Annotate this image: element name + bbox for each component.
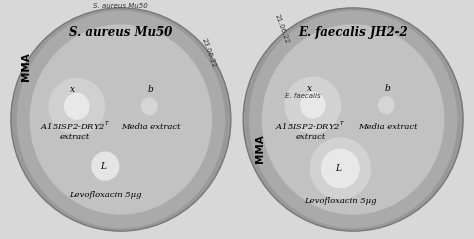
Ellipse shape xyxy=(300,91,326,119)
Text: MMA: MMA xyxy=(255,134,265,163)
Ellipse shape xyxy=(310,137,371,200)
Text: A15ISP2-DRY2$^T$
extract: A15ISP2-DRY2$^T$ extract xyxy=(275,120,346,141)
Ellipse shape xyxy=(284,76,341,134)
Text: S. aureus Mu50: S. aureus Mu50 xyxy=(69,26,173,39)
Text: E. faecalis JH2-2: E. faecalis JH2-2 xyxy=(298,26,408,39)
Ellipse shape xyxy=(11,8,231,231)
Text: 21.06.22: 21.06.22 xyxy=(274,13,290,44)
Text: L: L xyxy=(336,164,341,173)
Ellipse shape xyxy=(262,24,444,215)
Ellipse shape xyxy=(249,11,457,228)
Text: Media extract: Media extract xyxy=(121,123,181,131)
Text: Levofloxacin 5μg: Levofloxacin 5μg xyxy=(69,191,141,199)
Text: Levofloxacin 5μg: Levofloxacin 5μg xyxy=(304,197,376,205)
Ellipse shape xyxy=(29,24,212,215)
Text: b: b xyxy=(148,85,154,94)
Text: MMA: MMA xyxy=(21,53,31,81)
Text: b: b xyxy=(385,84,391,93)
Ellipse shape xyxy=(378,96,395,114)
Text: A15ISP2-DRY2$^T$
extract: A15ISP2-DRY2$^T$ extract xyxy=(40,120,110,141)
Ellipse shape xyxy=(17,11,225,228)
Ellipse shape xyxy=(141,97,158,115)
Text: E. faecalis: E. faecalis xyxy=(284,92,320,99)
Text: 23.06.22: 23.06.22 xyxy=(201,37,217,68)
Text: Media extract: Media extract xyxy=(358,123,418,131)
Text: L: L xyxy=(100,162,106,171)
Ellipse shape xyxy=(48,78,105,135)
Ellipse shape xyxy=(320,148,360,189)
Text: S. aureus Mu50: S. aureus Mu50 xyxy=(93,3,148,9)
Ellipse shape xyxy=(64,92,90,120)
Ellipse shape xyxy=(91,151,119,181)
Text: x: x xyxy=(307,84,311,93)
Ellipse shape xyxy=(243,8,463,231)
Text: x: x xyxy=(70,85,74,94)
